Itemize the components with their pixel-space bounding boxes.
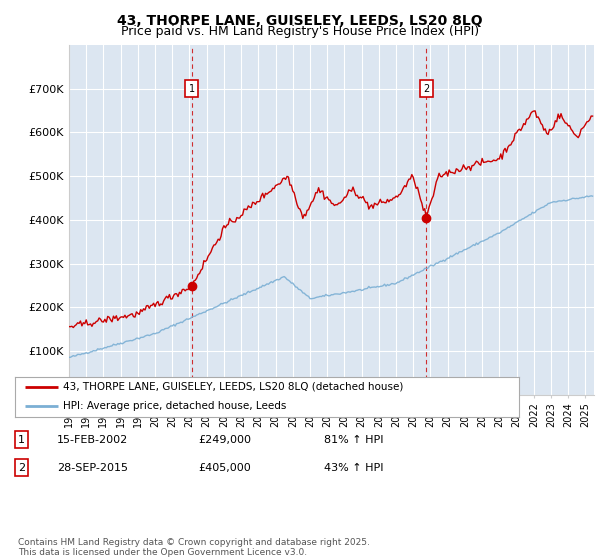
Text: Price paid vs. HM Land Registry's House Price Index (HPI): Price paid vs. HM Land Registry's House … — [121, 25, 479, 38]
Text: Contains HM Land Registry data © Crown copyright and database right 2025.
This d: Contains HM Land Registry data © Crown c… — [18, 538, 370, 557]
Text: 15-FEB-2002: 15-FEB-2002 — [57, 435, 128, 445]
Text: 1: 1 — [188, 83, 194, 94]
Text: 2: 2 — [18, 463, 25, 473]
Text: £405,000: £405,000 — [198, 463, 251, 473]
Text: 1: 1 — [18, 435, 25, 445]
Text: 2: 2 — [423, 83, 429, 94]
Text: 28-SEP-2015: 28-SEP-2015 — [57, 463, 128, 473]
Text: 43, THORPE LANE, GUISELEY, LEEDS, LS20 8LQ (detached house): 43, THORPE LANE, GUISELEY, LEEDS, LS20 8… — [63, 382, 403, 392]
Text: £249,000: £249,000 — [198, 435, 251, 445]
Text: 43, THORPE LANE, GUISELEY, LEEDS, LS20 8LQ: 43, THORPE LANE, GUISELEY, LEEDS, LS20 8… — [117, 14, 483, 28]
Text: HPI: Average price, detached house, Leeds: HPI: Average price, detached house, Leed… — [63, 401, 286, 411]
Text: 43% ↑ HPI: 43% ↑ HPI — [324, 463, 383, 473]
Text: 81% ↑ HPI: 81% ↑ HPI — [324, 435, 383, 445]
